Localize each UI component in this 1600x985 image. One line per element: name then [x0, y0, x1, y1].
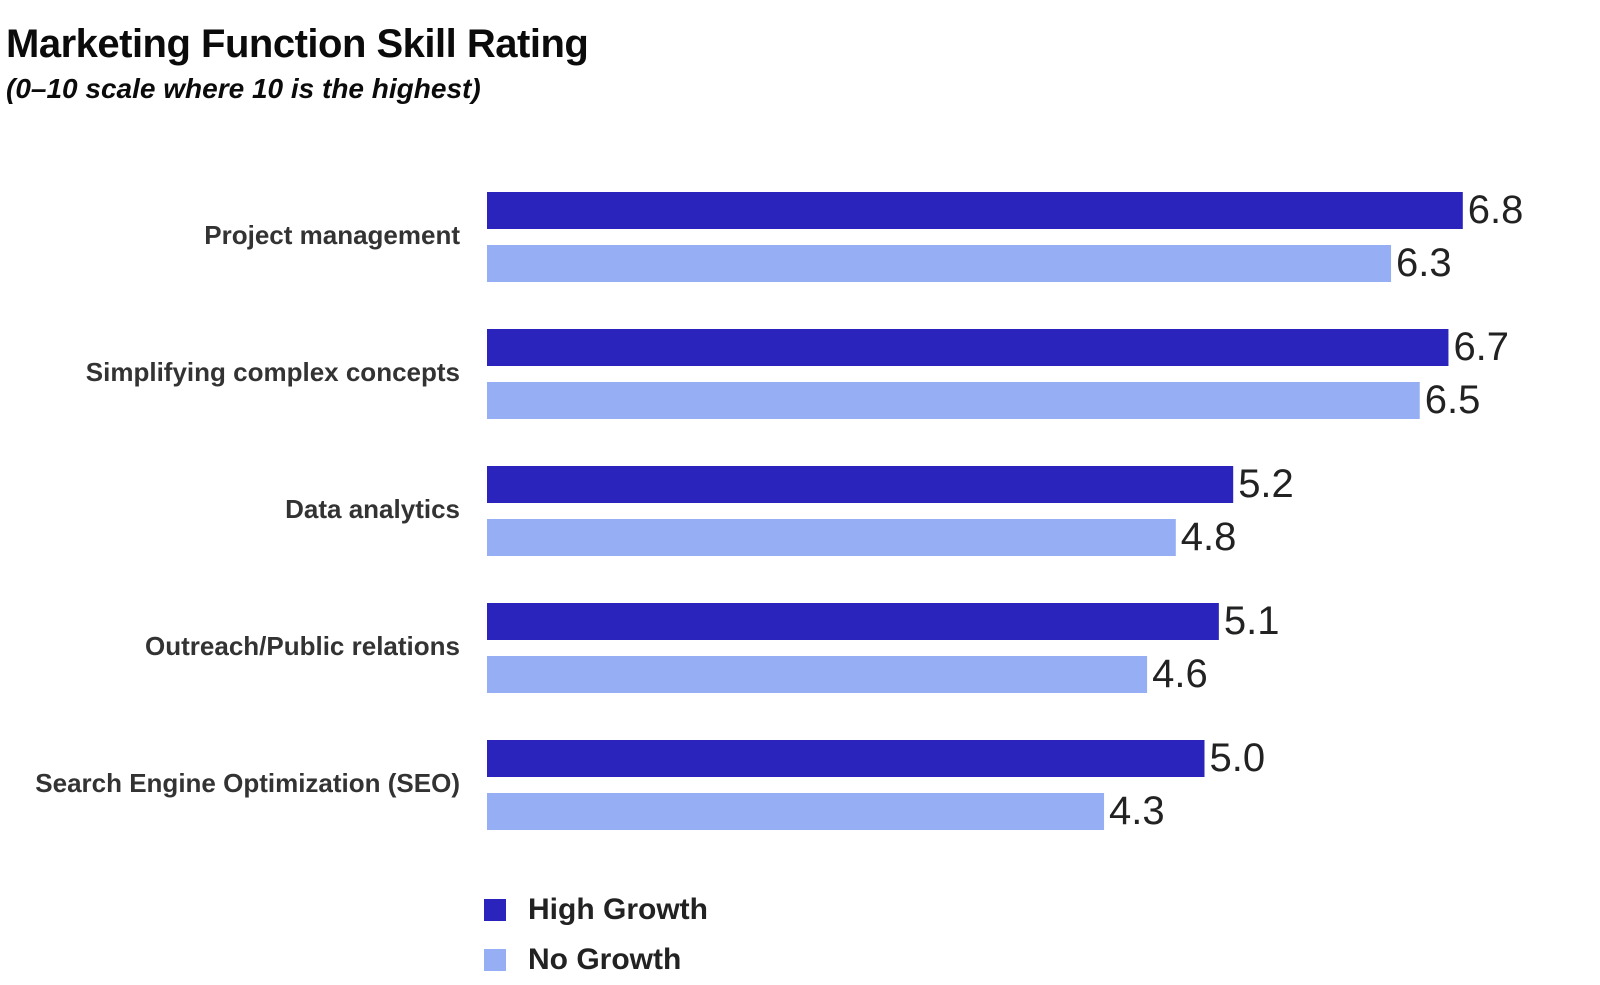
bar-no-growth-project-management [487, 245, 1392, 282]
value-label-no-growth-outreach-public-relations: 4.6 [1152, 652, 1208, 696]
category-label-search-engine-optimization-seo: Search Engine Optimization (SEO) [35, 768, 460, 798]
chart-title: Marketing Function Skill Rating [6, 22, 589, 66]
bar-no-growth-outreach-public-relations [487, 656, 1148, 693]
legend-label-no-growth: No Growth [528, 943, 682, 976]
value-label-no-growth-search-engine-optimization-seo: 4.3 [1109, 789, 1165, 833]
legend-swatch-high-growth [484, 899, 506, 921]
category-label-outreach-public-relations: Outreach/Public relations [145, 631, 460, 661]
bar-no-growth-data-analytics [487, 519, 1176, 556]
category-label-simplifying-complex-concepts: Simplifying complex concepts [86, 357, 460, 387]
chart-legend: High Growth No Growth [484, 885, 708, 985]
bar-high-growth-simplifying-complex-concepts [487, 329, 1449, 366]
bar-high-growth-search-engine-optimization-seo [487, 740, 1205, 777]
category-label-data-analytics: Data analytics [285, 494, 460, 524]
legend-item-high-growth: High Growth [484, 885, 708, 935]
legend-swatch-no-growth [484, 949, 506, 971]
value-label-high-growth-data-analytics: 5.2 [1238, 462, 1294, 506]
value-label-high-growth-search-engine-optimization-seo: 5.0 [1210, 736, 1266, 780]
value-label-no-growth-data-analytics: 4.8 [1181, 515, 1237, 559]
value-label-high-growth-outreach-public-relations: 5.1 [1224, 599, 1280, 643]
value-label-no-growth-project-management: 6.3 [1396, 241, 1452, 285]
value-label-no-growth-simplifying-complex-concepts: 6.5 [1425, 378, 1481, 422]
chart-subtitle: (0–10 scale where 10 is the highest) [6, 73, 481, 104]
bar-no-growth-search-engine-optimization-seo [487, 793, 1105, 830]
bar-no-growth-simplifying-complex-concepts [487, 382, 1420, 419]
legend-item-no-growth: No Growth [484, 935, 708, 985]
bar-high-growth-outreach-public-relations [487, 603, 1219, 640]
bar-high-growth-data-analytics [487, 466, 1234, 503]
category-label-project-management: Project management [204, 220, 460, 250]
value-label-high-growth-project-management: 6.8 [1468, 188, 1524, 232]
legend-label-high-growth: High Growth [528, 893, 708, 926]
bar-high-growth-project-management [487, 192, 1463, 229]
value-label-high-growth-simplifying-complex-concepts: 6.7 [1453, 325, 1509, 369]
